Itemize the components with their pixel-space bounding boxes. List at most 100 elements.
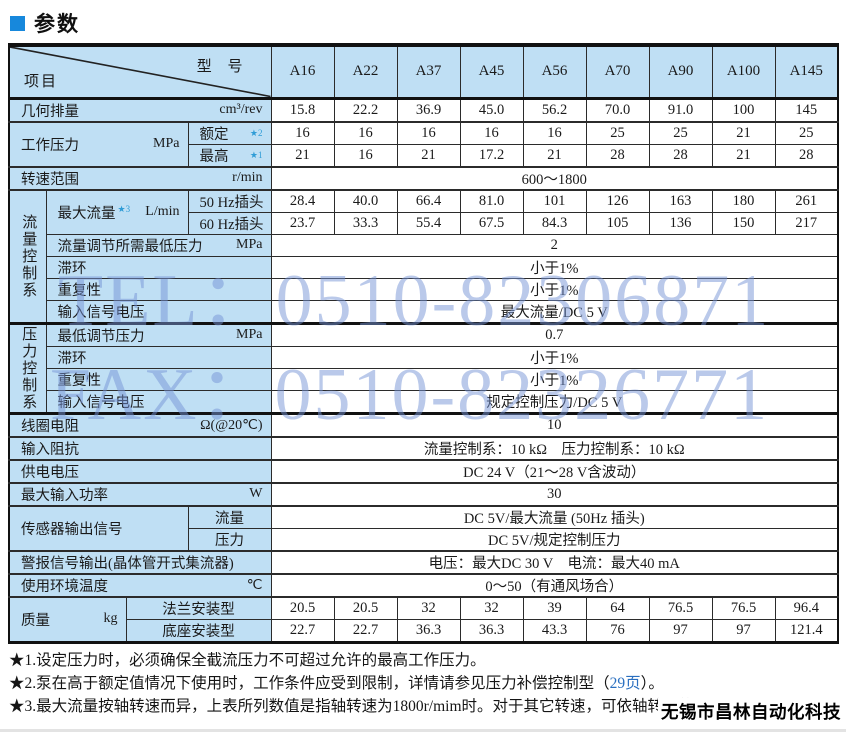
value-cell: 121.4 (774, 618, 839, 643)
row-flow-min-pressure: 流量调节所需最低压力 MPa 2 (9, 233, 839, 257)
row-speed-range: 转速范围 r/min 600～1800 (8, 166, 839, 191)
row-label: 工作压力 (21, 137, 79, 154)
value-cell: DC 5V/规定控制压力 (270, 527, 839, 552)
row-label: 重复性 (57, 282, 102, 299)
corner-model-label: 型 号 (196, 59, 249, 75)
group-flow-control: 流量控制系 (8, 189, 47, 325)
row-unit: MPa (153, 136, 180, 151)
value-cell: 22.7 (333, 618, 398, 643)
row-input-impedance: 输入阻抗 流量控制系：10 kΩ 压力控制系：10 kΩ (8, 436, 839, 461)
value-cell: 2 (270, 233, 839, 257)
value-cell: 25 (648, 121, 713, 145)
row-unit: ℃ (246, 577, 263, 593)
value-cell: 55.4 (396, 211, 461, 235)
value-cell: 28.4 (270, 189, 335, 213)
row-label: 重复性 (57, 372, 102, 389)
value-cell: 16 (333, 143, 398, 168)
row-unit: Ω(@20℃) (200, 417, 263, 433)
value-cell: 最大流量/DC 5 V (270, 299, 839, 325)
row-unit: cm³/rev (219, 102, 263, 117)
value-cell: A22 (333, 44, 398, 100)
value-cell: A16 (270, 44, 335, 100)
row-label: 最低调节压力 (57, 328, 145, 345)
footnote-star-3: ★3 (117, 203, 131, 214)
title-square-icon (10, 15, 25, 31)
value-cell: A37 (396, 44, 461, 100)
value-cell: 20.5 (333, 596, 398, 620)
page-link-29[interactable]: 29页 (609, 674, 641, 692)
value-cell: 150 (711, 211, 776, 235)
value-cell: 16 (459, 121, 524, 145)
value-cell: 25 (585, 121, 650, 145)
row-maxflow-50hz: 流量控制系 最大流量 ★3 L/min 50 Hz插头 28.4 40.0 66.4 8… (8, 189, 839, 325)
value-cell: 56.2 (522, 97, 587, 123)
value-cell: 23.7 (270, 211, 335, 235)
value-cell: 30 (270, 482, 839, 507)
value-cell: 33.3 (333, 211, 398, 235)
value-cell: 21 (396, 143, 461, 168)
value-cell: 10 (270, 412, 839, 438)
row-label: 输入信号电压 (57, 394, 145, 411)
row-label: 流量调节所需最低压力 (57, 238, 203, 255)
row-alarm-output: 警报信号输出(晶体管开式集流器) 电压：最大DC 30 V 电流：最大40 mA (8, 550, 839, 575)
value-cell: 0～50（有通风场合） (270, 573, 839, 598)
row-unit: kg (103, 611, 118, 626)
row-pressure-repeatability: 重复性 小于1% (9, 367, 839, 391)
value-cell: 97 (711, 618, 776, 643)
value-cell: 28 (585, 143, 650, 168)
value-cell: 21 (270, 143, 335, 168)
value-cell: 100 (711, 97, 776, 123)
value-cell: 45.0 (459, 97, 524, 123)
value-cell: 28 (648, 143, 713, 168)
row-displacement: 几何排量 cm³/rev 15.8 22.2 36.9 45.0 56.2 70.0 91.… (8, 97, 839, 123)
row-label: 传感器输出信号 (21, 521, 123, 538)
value-cell: 16 (522, 121, 587, 145)
row-max-input-power: 最大输入功率 W 30 (8, 482, 839, 507)
sub-label: 法兰安装型 (162, 601, 235, 618)
row-unit: MPa (236, 237, 263, 252)
value-cell: 217 (774, 211, 839, 235)
value-cell: 小于1% (270, 345, 839, 369)
row-label: 警报信号输出(晶体管开式集流器) (21, 555, 234, 572)
group-pressure-control: 压力控制系 (8, 322, 47, 415)
row-coil-resistance: 线圈电阻 Ω(@20℃) 10 (8, 412, 839, 438)
row-ambient-temp: 使用环境温度 ℃ 0～50（有通风场合） (8, 573, 839, 598)
bottom-edge (0, 729, 846, 732)
diagonal-line (10, 47, 271, 97)
sub-label: 额定 (199, 126, 229, 143)
value-cell: 25 (774, 121, 839, 145)
value-cell: 97 (648, 618, 713, 643)
row-flow-repeatability: 重复性 小于1% (9, 277, 839, 301)
value-cell: 16 (333, 121, 398, 145)
value-cell: 96.4 (774, 596, 839, 620)
value-cell: 76 (585, 618, 650, 643)
value-cell: 36.3 (459, 618, 524, 643)
value-cell: 16 (396, 121, 461, 145)
row-unit: L/min (145, 204, 180, 219)
row-label: 线圈电阻 (21, 418, 79, 435)
value-cell: 43.3 (522, 618, 587, 643)
row-pressure-rated: 工作压力 MPa 额定 ★2 16 16 16 16 16 25 25 21 25 (8, 121, 839, 168)
value-cell: 76.5 (648, 596, 713, 620)
row-sensor-flow: 传感器输出信号 流量 DC 5V/最大流量 (50Hz 插头) (8, 505, 839, 552)
value-cell: A56 (522, 44, 587, 100)
footnotes: ★1.设定压力时，必须确保全截流压力不可超过允许的最高工作压力。 ★2.泵在高于… (9, 649, 846, 718)
value-cell: 22.7 (270, 618, 335, 643)
row-label: 质量 (21, 612, 50, 629)
page-title: 参数 (0, 0, 846, 43)
row-label: 几何排量 (21, 103, 79, 120)
company-overlay: 无锡市昌林自动化科技 (658, 698, 844, 725)
value-cell: 81.0 (459, 189, 524, 213)
footnote-2-text: ★2.泵在高于额定值情况下使用时，工作条件应受到限制，详情请参见压力补偿控制型（ (9, 674, 610, 692)
value-cell: 91.0 (648, 97, 713, 123)
row-label: 使用环境温度 (21, 578, 108, 595)
row-pressure-input-signal: 输入信号电压 规定控制压力/DC 5 V (9, 389, 839, 415)
corner-item-label: 项目 (24, 73, 59, 90)
value-cell: A45 (459, 44, 524, 100)
value-cell: 16 (270, 121, 335, 145)
value-cell: 20.5 (270, 596, 335, 620)
row-unit: W (249, 486, 263, 501)
value-cell: 小于1% (270, 367, 839, 391)
value-cell: 小于1% (270, 277, 839, 301)
row-unit: MPa (236, 327, 263, 342)
